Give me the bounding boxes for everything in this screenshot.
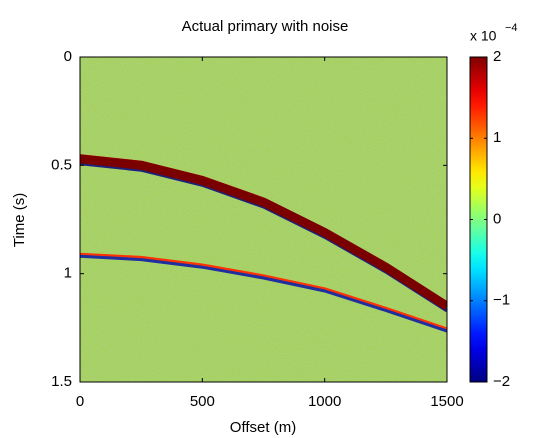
noise-texture <box>80 57 447 382</box>
y-tick-label: 0 <box>64 48 72 65</box>
plot-frame <box>79 56 448 383</box>
y-tick-label: 1 <box>64 265 72 282</box>
y-tick-label: 0.5 <box>51 156 72 173</box>
colorbar-tick-label: 1 <box>493 129 501 146</box>
x-tick-label: 1500 <box>430 393 463 410</box>
chart-title: Actual primary with noise <box>182 18 349 35</box>
x-tick-label: 500 <box>190 393 215 410</box>
colorbar-tick-label: 2 <box>493 48 501 65</box>
colorbar-exponent: −4 <box>505 22 518 34</box>
x-axis-label: Offset (m) <box>230 419 296 436</box>
y-axis-label: Time (s) <box>11 193 28 247</box>
events <box>80 154 447 333</box>
seismic-event <box>80 252 447 331</box>
x-tick-label: 1000 <box>308 393 341 410</box>
y-tick-label: 1.5 <box>51 373 72 390</box>
x-tick-label: 0 <box>76 393 84 410</box>
colorbar-tick-label: −1 <box>493 292 510 309</box>
seismic-event <box>80 154 447 310</box>
seismic-event <box>80 254 447 333</box>
colorbar-tick-label: −2 <box>493 373 510 390</box>
colorbar-label: x 10 <box>470 28 497 44</box>
colorbar-tick-label: 0 <box>493 210 501 227</box>
